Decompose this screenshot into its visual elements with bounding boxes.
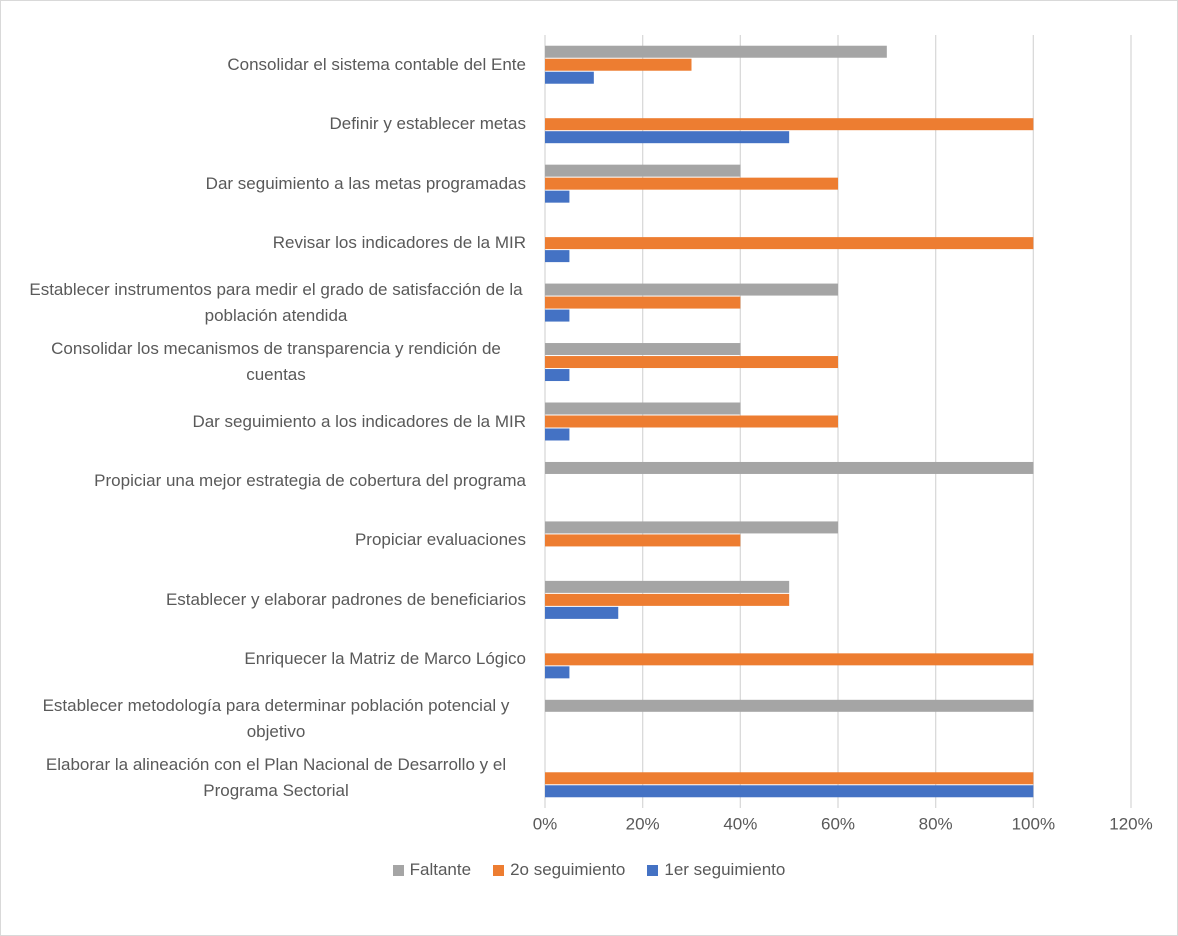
y-tick-label: Consolidar los mecanismos de transparenc… bbox=[51, 339, 501, 385]
bar bbox=[545, 699, 1034, 712]
legend-item: 1er seguimiento bbox=[647, 860, 785, 880]
bar bbox=[545, 653, 1034, 666]
legend-label: 2o seguimiento bbox=[510, 860, 626, 879]
bar bbox=[545, 343, 741, 356]
y-label-box: Establecer metodología para determinar p… bbox=[6, 693, 526, 745]
bar bbox=[545, 356, 838, 369]
x-tick-label: 120% bbox=[1109, 814, 1152, 833]
bar bbox=[545, 190, 570, 203]
x-tick-label: 100% bbox=[1012, 814, 1055, 833]
bar bbox=[545, 45, 887, 58]
bar bbox=[545, 164, 741, 177]
y-label-box: Propiciar evaluaciones bbox=[6, 527, 526, 553]
bar bbox=[545, 666, 570, 679]
bar bbox=[545, 296, 741, 309]
bar bbox=[545, 71, 594, 84]
bar bbox=[545, 309, 570, 322]
y-tick-label: Consolidar el sistema contable del Ente bbox=[227, 54, 526, 74]
legend-item: Faltante bbox=[392, 860, 472, 880]
bar bbox=[545, 606, 619, 619]
y-tick-label: Propiciar una mejor estrategia de cobert… bbox=[94, 470, 526, 490]
bar bbox=[545, 283, 838, 296]
bar bbox=[545, 250, 570, 263]
y-label-box: Dar seguimiento a las metas programadas bbox=[6, 171, 526, 197]
x-tick-label: 0% bbox=[533, 814, 558, 833]
bar bbox=[545, 118, 1034, 131]
y-label-box: Establecer y elaborar padrones de benefi… bbox=[6, 587, 526, 613]
x-tick-label: 60% bbox=[821, 814, 855, 833]
bar bbox=[545, 428, 570, 441]
x-tick-label: 20% bbox=[626, 814, 660, 833]
y-tick-label: Establecer instrumentos para medir el gr… bbox=[29, 279, 523, 325]
y-label-box: Elaborar la alineación con el Plan Nacio… bbox=[6, 752, 526, 804]
bar bbox=[545, 177, 838, 190]
y-label-box: Enriquecer la Matriz de Marco Lógico bbox=[6, 646, 526, 672]
y-label-box: Dar seguimiento a los indicadores de la … bbox=[6, 409, 526, 435]
bar bbox=[545, 593, 790, 606]
bar bbox=[545, 785, 1034, 798]
bar bbox=[545, 521, 838, 534]
legend-label: 1er seguimiento bbox=[664, 860, 786, 879]
legend-item: 2o seguimiento bbox=[493, 860, 625, 880]
y-label-box: Consolidar el sistema contable del Ente bbox=[6, 52, 526, 78]
bar bbox=[545, 461, 1034, 474]
bar bbox=[545, 534, 741, 547]
x-tick-label: 80% bbox=[919, 814, 953, 833]
y-label-box: Propiciar una mejor estrategia de cobert… bbox=[6, 468, 526, 494]
y-tick-label: Revisar los indicadores de la MIR bbox=[272, 233, 526, 253]
y-tick-label: Dar seguimiento a las metas programadas bbox=[205, 173, 526, 193]
legend-swatch bbox=[647, 864, 659, 876]
legend: Faltante 2o seguimiento 1er seguimiento bbox=[0, 860, 1178, 880]
bar bbox=[545, 772, 1034, 785]
y-tick-label: Enriquecer la Matriz de Marco Lógico bbox=[244, 649, 526, 669]
bar bbox=[545, 58, 692, 71]
y-tick-label: Definir y establecer metas bbox=[329, 114, 526, 134]
legend-swatch bbox=[392, 864, 404, 876]
bar bbox=[545, 237, 1034, 250]
y-tick-label: Establecer metodología para determinar p… bbox=[42, 695, 510, 741]
legend-label: Faltante bbox=[409, 860, 472, 879]
bar bbox=[545, 402, 741, 415]
y-tick-label: Elaborar la alineación con el Plan Nacio… bbox=[45, 755, 507, 801]
y-tick-label: Establecer y elaborar padrones de benefi… bbox=[165, 589, 526, 609]
y-label-box: Definir y establecer metas bbox=[6, 111, 526, 137]
legend-swatch bbox=[493, 864, 505, 876]
bar bbox=[545, 580, 790, 593]
y-tick-label: Dar seguimiento a los indicadores de la … bbox=[192, 411, 526, 431]
bar bbox=[545, 131, 790, 144]
y-label-box: Revisar los indicadores de la MIR bbox=[6, 230, 526, 256]
y-label-box: Consolidar los mecanismos de transparenc… bbox=[6, 336, 526, 388]
x-tick-label: 40% bbox=[723, 814, 757, 833]
y-label-box: Establecer instrumentos para medir el gr… bbox=[6, 277, 526, 329]
bar bbox=[545, 415, 838, 428]
bar bbox=[545, 369, 570, 382]
y-tick-label: Propiciar evaluaciones bbox=[354, 530, 526, 550]
